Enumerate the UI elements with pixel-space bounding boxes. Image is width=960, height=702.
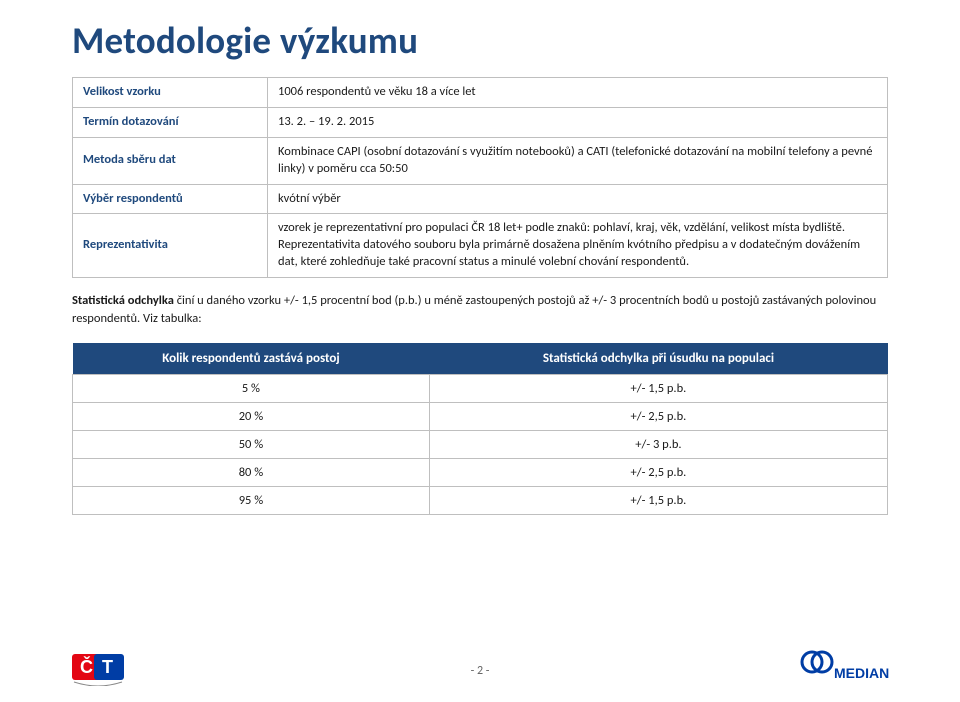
page-title: Metodologie výzkumu	[72, 18, 888, 63]
info-row: Výběr respondentůkvótní výběr	[73, 184, 888, 214]
table-cell: +/- 1,5 p.b.	[429, 375, 887, 403]
table-cell: 5 %	[73, 375, 430, 403]
stat-paragraph-rest: činí u daného vzorku +/- 1,5 procentní b…	[72, 293, 876, 326]
ct-logo: Č T	[72, 648, 134, 686]
info-row: Reprezentativitavzorek je reprezentativn…	[73, 214, 888, 278]
info-value: kvótní výběr	[268, 184, 888, 214]
info-table: Velikost vzorku1006 respondentů ve věku …	[72, 77, 888, 278]
median-logo: MEDIAN	[798, 648, 898, 686]
table-cell: +/- 2,5 p.b.	[429, 459, 887, 487]
info-value: Kombinace CAPI (osobní dotazování s využ…	[268, 137, 888, 184]
error-header: Kolik respondentů zastává postoj	[73, 343, 430, 375]
page-number: - 2 -	[471, 664, 490, 678]
info-value: 1006 respondentů ve věku 18 a více let	[268, 78, 888, 108]
info-value: vzorek je reprezentativní pro populaci Č…	[268, 214, 888, 278]
table-cell: 95 %	[73, 487, 430, 515]
table-row: 80 %+/- 2,5 p.b.	[73, 459, 888, 487]
table-cell: +/- 3 p.b.	[429, 431, 887, 459]
info-label: Termín dotazování	[73, 107, 268, 137]
svg-text:MEDIAN: MEDIAN	[834, 665, 889, 681]
info-row: Metoda sběru datKombinace CAPI (osobní d…	[73, 137, 888, 184]
table-row: 50 %+/- 3 p.b.	[73, 431, 888, 459]
error-table: Kolik respondentů zastává postojStatisti…	[72, 343, 888, 515]
error-header: Statistická odchylka při úsudku na popul…	[429, 343, 887, 375]
table-cell: +/- 1,5 p.b.	[429, 487, 887, 515]
stat-paragraph-bold: Statistická odchylka	[72, 293, 174, 308]
table-cell: 20 %	[73, 403, 430, 431]
info-value: 13. 2. – 19. 2. 2015	[268, 107, 888, 137]
info-row: Velikost vzorku1006 respondentů ve věku …	[73, 78, 888, 108]
table-cell: 80 %	[73, 459, 430, 487]
table-cell: 50 %	[73, 431, 430, 459]
svg-text:T: T	[102, 657, 113, 677]
table-row: 5 %+/- 1,5 p.b.	[73, 375, 888, 403]
info-label: Metoda sběru dat	[73, 137, 268, 184]
info-row: Termín dotazování13. 2. – 19. 2. 2015	[73, 107, 888, 137]
table-cell: +/- 2,5 p.b.	[429, 403, 887, 431]
stat-paragraph: Statistická odchylka činí u daného vzork…	[72, 292, 888, 327]
info-label: Velikost vzorku	[73, 78, 268, 108]
svg-text:Č: Č	[80, 656, 93, 677]
table-row: 95 %+/- 1,5 p.b.	[73, 487, 888, 515]
table-row: 20 %+/- 2,5 p.b.	[73, 403, 888, 431]
info-label: Výběr respondentů	[73, 184, 268, 214]
info-label: Reprezentativita	[73, 214, 268, 278]
